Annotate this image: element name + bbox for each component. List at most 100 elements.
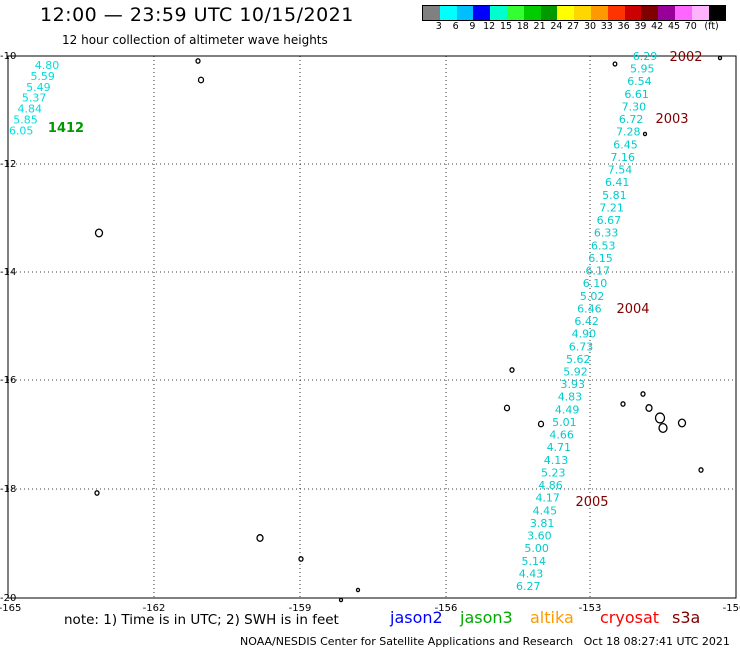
longitude-tick-label: -153: [579, 603, 602, 614]
color-swatch: [590, 6, 608, 20]
wave-height-value: 4.83: [558, 391, 583, 404]
longitude-tick-label: -165: [0, 603, 21, 614]
color-scale-label: 42: [651, 21, 664, 32]
wave-height-value: 5.14: [522, 555, 547, 568]
island-outline: [612, 61, 618, 67]
wave-height-value: 5.59: [30, 70, 55, 83]
wave-height-value: 6.45: [613, 138, 638, 151]
island-outline: [195, 58, 201, 64]
island-outline: [640, 391, 646, 397]
wave-height-value: 3.93: [560, 378, 585, 391]
island-outline: [645, 404, 653, 412]
latitude-tick-label: -12: [0, 159, 16, 170]
wave-height-value: 3.60: [527, 530, 552, 543]
wave-height-value: 4.66: [549, 429, 574, 442]
island-outline: [620, 401, 626, 407]
wave-height-value: 6.72: [619, 113, 644, 126]
legend-cryosat: cryosat: [600, 608, 660, 627]
color-swatch: [423, 6, 440, 20]
color-swatch: [624, 6, 642, 20]
color-swatch: [641, 6, 659, 20]
longitude-tick-label: -156: [435, 603, 458, 614]
timestamp-text: Oct 18 08:27:41 UTC 2021: [583, 635, 730, 648]
color-swatch: [607, 6, 625, 20]
wave-height-value: 3.81: [530, 517, 555, 530]
island-outline: [298, 556, 304, 562]
color-swatch: [523, 6, 541, 20]
wave-height-value: 6.27: [516, 580, 541, 593]
wave-height-value: 6.05: [9, 124, 34, 137]
pass-id-label: 2002: [669, 50, 702, 65]
wave-height-value: 4.17: [535, 492, 560, 505]
color-scale-label: (ft): [704, 21, 719, 32]
wave-height-value: 5.85: [13, 114, 38, 127]
color-swatch: [439, 6, 457, 20]
latitude-tick-label: -20: [0, 593, 16, 604]
wave-height-value: 6.53: [591, 239, 616, 252]
island-outline: [509, 367, 515, 373]
wave-height-value: 6.61: [624, 88, 649, 101]
color-swatch: [557, 6, 575, 20]
color-scale-label: 36: [617, 21, 630, 32]
island-outline: [658, 422, 668, 434]
color-swatch: [456, 6, 474, 20]
color-swatch: [574, 6, 591, 20]
wave-height-value: 5.01: [552, 416, 577, 429]
wave-height-value: 6.67: [597, 214, 622, 227]
wave-height-value: 6.10: [583, 277, 608, 290]
wave-height-value: 7.21: [599, 201, 624, 214]
wave-height-value: 4.13: [544, 454, 569, 467]
island-outline: [642, 131, 648, 137]
wave-height-value: 5.92: [563, 366, 588, 379]
wave-height-value: 7.16: [611, 151, 636, 164]
wave-height-value: 4.43: [519, 567, 544, 580]
color-scale-label: 70: [684, 21, 697, 32]
island-outline: [94, 490, 100, 496]
wave-height-value: 6.29: [633, 50, 658, 63]
island-outline: [677, 418, 687, 428]
color-scale-label: 6: [452, 21, 459, 32]
color-scale-label: 21: [533, 21, 546, 32]
wave-height-value: 6.15: [588, 252, 613, 265]
wave-height-value: 4.45: [533, 504, 558, 517]
map-title: 12:00 — 23:59 UTC 10/15/2021: [40, 4, 354, 26]
pass-id-label: 1412: [48, 121, 84, 136]
footer-credit: NOAA/NESDIS Center for Satellite Applica…: [240, 635, 730, 648]
wave-height-value: 4.71: [547, 441, 572, 454]
wave-height-color-scale: [422, 5, 727, 21]
wave-height-value: 5.62: [566, 353, 591, 366]
wave-height-value: 5.00: [524, 542, 549, 555]
color-swatch: [490, 6, 507, 20]
color-swatch: [540, 6, 558, 20]
wave-height-value: 5.81: [602, 189, 627, 202]
color-swatch: [708, 6, 726, 20]
wave-height-value: 5.37: [22, 92, 47, 105]
wave-height-value: 4.90: [572, 328, 597, 341]
color-scale-label: 15: [499, 21, 513, 32]
color-scale-label: 9: [469, 21, 476, 32]
wave-height-value: 6.33: [594, 227, 619, 240]
color-scale-label: 39: [634, 21, 647, 32]
color-swatch: [473, 6, 491, 20]
wave-height-value: 6.17: [585, 265, 610, 278]
island-outline: [94, 228, 104, 238]
pass-id-label: 2003: [655, 112, 688, 127]
island-outline: [338, 597, 344, 603]
latitude-tick-label: -16: [0, 375, 16, 386]
wave-height-value: 7.54: [608, 164, 633, 177]
color-scale-label: 12: [483, 21, 496, 32]
color-scale-label: 45: [667, 21, 681, 32]
island-outline: [698, 467, 704, 473]
color-scale-label: 18: [516, 21, 529, 32]
wave-height-value: 6.46: [577, 302, 602, 315]
latitude-tick-label: -14: [0, 267, 16, 278]
pass-id-label: 2004: [616, 302, 649, 317]
longitude-tick-label: -150: [723, 603, 740, 614]
color-scale-label: 3: [435, 21, 442, 32]
color-scale-labels: 3 6 9 12 15 18 21 24 27 30 33 36 39 42 45 70 (ft): [422, 21, 726, 35]
island-outline: [717, 55, 723, 61]
latitude-tick-label: -10: [0, 51, 16, 62]
legend-s3a: s3a: [672, 608, 701, 627]
wave-height-value: 7.28: [616, 126, 641, 139]
wave-height-value: 4.84: [18, 103, 43, 116]
